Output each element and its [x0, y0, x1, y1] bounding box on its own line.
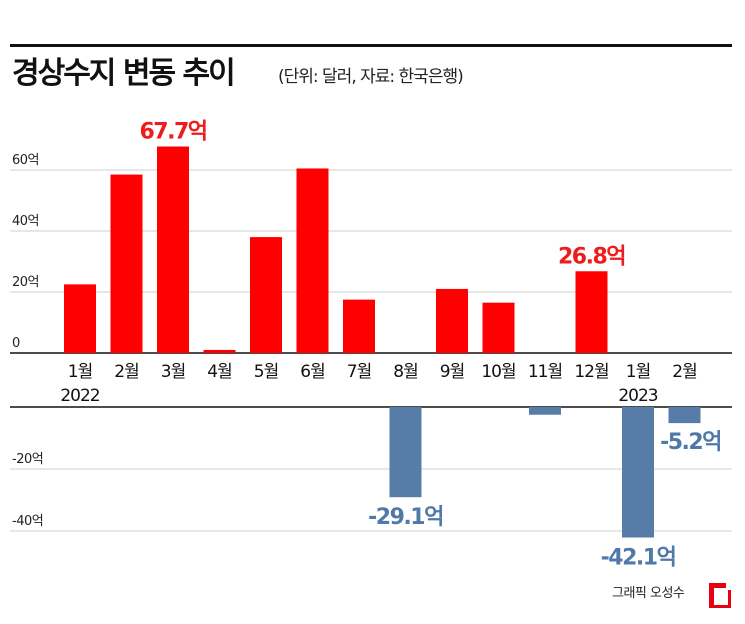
x-tick-label: 11월 — [528, 362, 562, 382]
bar-positive — [64, 284, 96, 353]
x-tick-label: 5월 — [254, 362, 278, 382]
bar-negative — [529, 407, 561, 415]
x-tick-label: 1월 — [626, 362, 650, 382]
y-tick-label: 20억 — [12, 275, 39, 290]
x-tick-label: 2월 — [672, 362, 696, 382]
y-tick-label: -20억 — [12, 452, 43, 467]
data-label: 26.8억 — [558, 244, 625, 269]
bar-negative — [668, 407, 701, 424]
x-tick-label: 7월 — [347, 362, 371, 382]
y-tick-label: 40억 — [12, 214, 39, 229]
bar-positive — [343, 299, 375, 353]
y-tick-label: 60억 — [12, 153, 39, 168]
x-tick-label: 4월 — [207, 362, 231, 382]
x-tick-label: 6월 — [300, 362, 324, 382]
bar-positive — [296, 168, 329, 353]
y-tick-label: 0 — [12, 336, 20, 351]
data-label: 67.7억 — [139, 120, 206, 145]
x-tick-label: 12월 — [574, 362, 608, 382]
year-label: 2023 — [618, 386, 657, 406]
y-tick-label: -40억 — [12, 514, 43, 529]
bar-positive — [436, 288, 468, 353]
bar-positive — [203, 349, 236, 353]
top-rule — [10, 44, 732, 47]
bar-positive — [110, 174, 143, 353]
bar-negative — [622, 407, 654, 538]
bar-positive — [250, 237, 282, 353]
x-tick-label: 8월 — [393, 362, 417, 382]
bar-negative — [389, 407, 422, 498]
chart-subtitle: (단위: 달러, 자료: 한국은행) — [278, 67, 464, 87]
publisher-logo-icon — [709, 583, 731, 608]
graphic-credit: 그래픽 오성수 — [612, 586, 685, 601]
chart-title: 경상수지 변동 추이 — [12, 56, 236, 91]
x-tick-label: 10월 — [481, 362, 515, 382]
bar-positive — [575, 271, 608, 353]
bar-positive — [482, 302, 515, 353]
year-label: 2022 — [60, 386, 99, 406]
x-tick-label: 1월 — [68, 362, 92, 382]
x-tick-label: 2월 — [114, 362, 138, 382]
x-tick-label: 3월 — [161, 362, 185, 382]
data-label: -29.1억 — [368, 505, 443, 530]
data-label: -42.1억 — [601, 546, 676, 571]
bar-positive — [157, 146, 189, 353]
x-tick-label: 9월 — [440, 362, 464, 382]
data-label: -5.2억 — [660, 430, 721, 455]
